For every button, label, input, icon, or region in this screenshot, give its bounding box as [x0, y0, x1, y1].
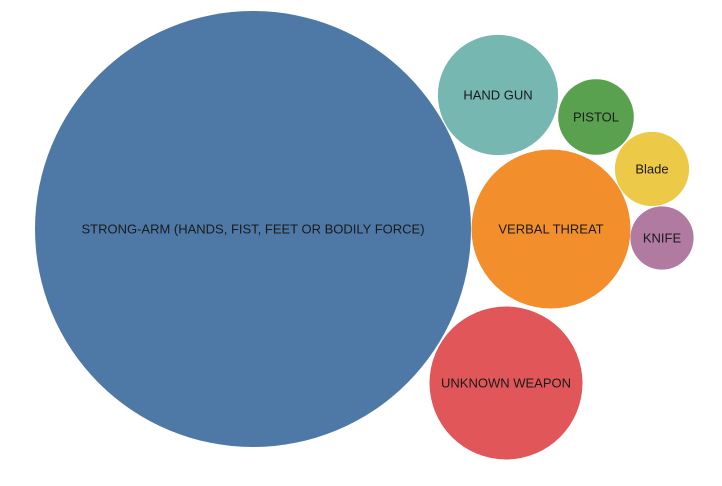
- bubble-verbal-threat[interactable]: VERBAL THREAT: [471, 149, 631, 309]
- bubble-circle[interactable]: [471, 149, 631, 309]
- bubble-strong-arm-hands-fist-feet-or-bodily-force[interactable]: STRONG-ARM (HANDS, FIST, FEET OR BODILY …: [35, 11, 471, 447]
- bubble-unknown-weapon[interactable]: UNKNOWN WEAPON: [429, 306, 583, 460]
- bubble-circle[interactable]: [558, 79, 634, 155]
- bubble-circle[interactable]: [630, 206, 694, 270]
- bubble-label: UNKNOWN WEAPON: [441, 375, 571, 390]
- bubble-circle[interactable]: [437, 34, 559, 156]
- bubble-label: Blade: [635, 161, 668, 176]
- bubble-label: VERBAL THREAT: [498, 221, 603, 236]
- bubble-label: STRONG-ARM (HANDS, FIST, FEET OR BODILY …: [81, 221, 424, 236]
- bubble-knife[interactable]: KNIFE: [630, 206, 694, 270]
- bubble-circle[interactable]: [614, 131, 690, 207]
- bubble-blade[interactable]: Blade: [614, 131, 690, 207]
- bubble-circle[interactable]: [429, 306, 583, 460]
- bubble-circle[interactable]: [35, 11, 471, 447]
- bubble-hand-gun[interactable]: HAND GUN: [437, 34, 559, 156]
- bubble-label: HAND GUN: [463, 87, 532, 102]
- bubble-label: KNIFE: [643, 230, 682, 245]
- bubble-label: PISTOL: [573, 109, 619, 124]
- bubble-pistol[interactable]: PISTOL: [558, 79, 634, 155]
